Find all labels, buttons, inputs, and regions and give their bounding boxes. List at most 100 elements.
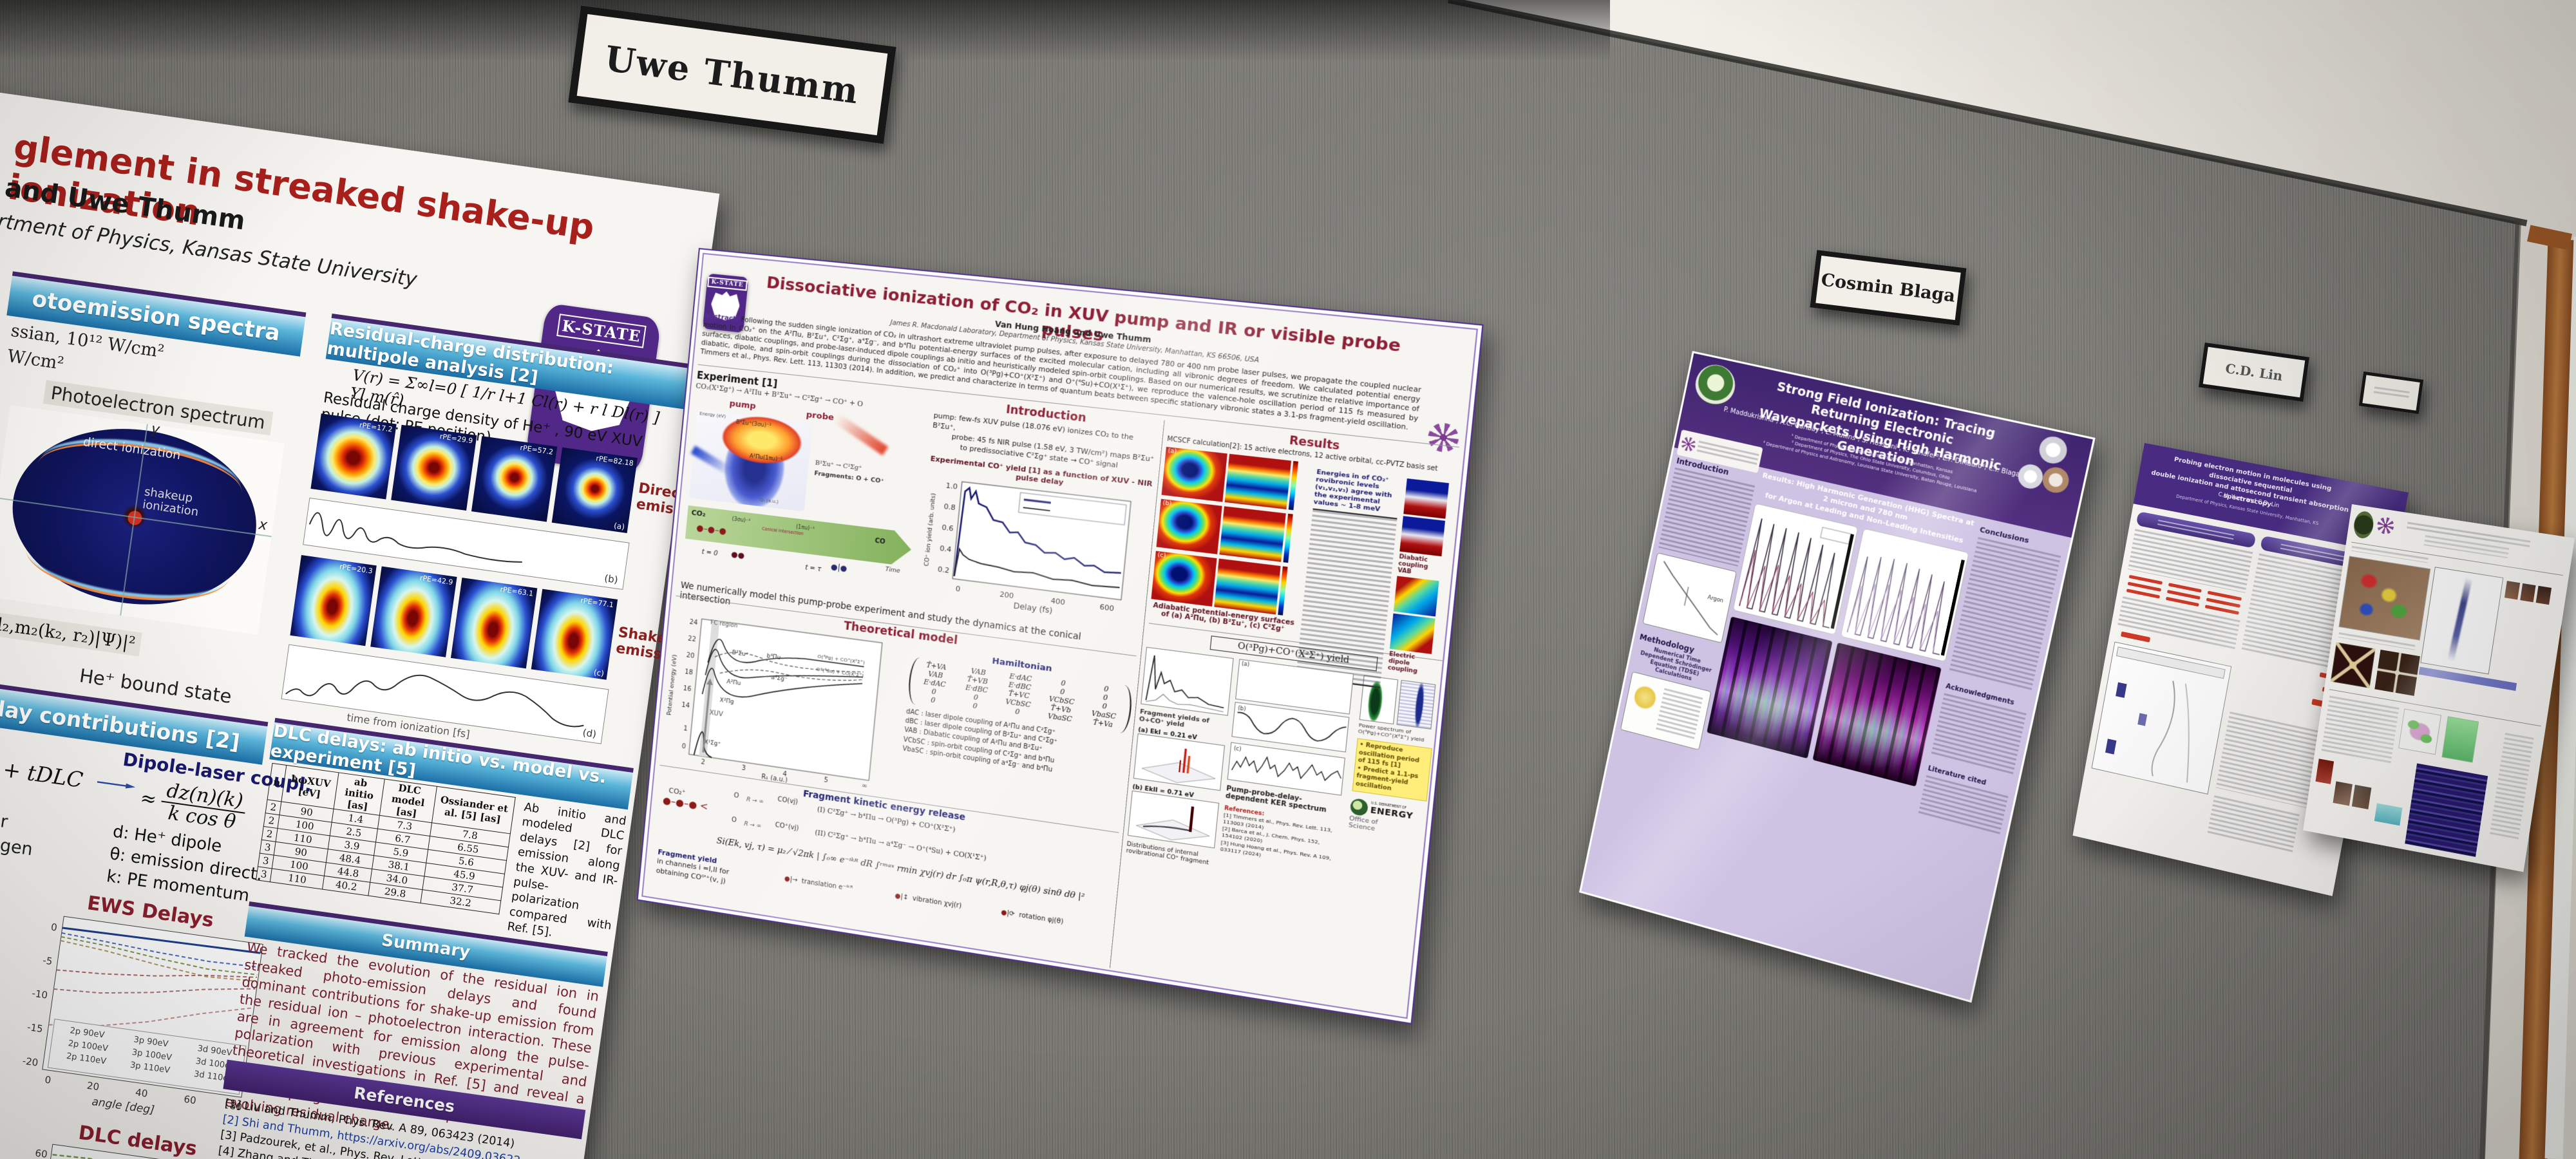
molecule-glyph: ●–●–● < bbox=[662, 794, 709, 813]
svg-text:16: 16 bbox=[683, 685, 692, 693]
mini-tiles bbox=[2333, 781, 2372, 809]
svg-text:400: 400 bbox=[1050, 596, 1065, 607]
theoretical-model-section: Theoretical model 24 22 20 18 16 14 1 0 … bbox=[659, 595, 1137, 833]
svg-text:a⁴Σg⁻: a⁴Σg⁻ bbox=[771, 674, 788, 683]
potential-surface-figure: Energy (eV) B²Σu⁺(3σu)⁻¹ A²Πu(1πu)⁻¹ Q₁ … bbox=[688, 409, 813, 512]
dlc-fraction: ≈ dz(n)(k) k cos θ bbox=[137, 777, 249, 833]
rovibronic-table-blurred bbox=[1296, 508, 1397, 688]
svg-text:∞: ∞ bbox=[862, 782, 868, 790]
potential-curves-plot: 24 22 20 18 16 14 1 0 FC region X¹Σg⁺ X²… bbox=[667, 613, 887, 790]
charge-density-tile: rPE=82.18 (a) bbox=[551, 447, 638, 534]
symbol-defs: d: He⁺ dipole θ: emission direct. k: PE … bbox=[105, 821, 267, 910]
blurred-text-lines bbox=[1658, 467, 1756, 567]
charge-density-tile: rPE=63.1 bbox=[450, 578, 538, 669]
svg-text:A²Πu: A²Πu bbox=[726, 679, 741, 687]
charge-density-tile: rPE=57.2 bbox=[471, 436, 558, 522]
flower-icon bbox=[2376, 516, 2396, 536]
cyan-tile bbox=[2374, 803, 2403, 826]
svg-text:2p 90eV: 2p 90eV bbox=[70, 1026, 106, 1040]
multicolor-heatmap bbox=[2338, 556, 2431, 641]
poster-co2-dissociative-ionization: K-STATE Dissociative ionization of CO₂ i… bbox=[636, 248, 1484, 1025]
mode-rotation: ●|⟳ rotation φj(θ) bbox=[1000, 909, 1064, 926]
lin-col1 bbox=[2091, 511, 2257, 795]
red-tile bbox=[2315, 759, 2334, 784]
fragment-yields-block: Fragment yields of O+CO⁺ yield (a) EkI =… bbox=[1126, 646, 1234, 867]
svg-text:CO⁺ ion yield (arb. units): CO⁺ ion yield (arb. units) bbox=[923, 493, 937, 567]
star-tile bbox=[2374, 649, 2420, 696]
mini-tile bbox=[2504, 581, 2521, 600]
coupling-map-tile bbox=[1393, 576, 1439, 617]
probe-label: probe bbox=[806, 410, 835, 423]
pump-beam bbox=[690, 446, 734, 476]
red-highlight bbox=[2121, 631, 2151, 643]
svg-text:3: 3 bbox=[741, 764, 746, 772]
nameplate-label: Uwe Thumm bbox=[602, 37, 862, 112]
molecule-dots: ●–●–● bbox=[696, 523, 727, 537]
jrml-text-blurred bbox=[1696, 440, 1759, 466]
oval-logo-icon bbox=[2352, 510, 2376, 540]
results-section: Results MCSCF calculation[2]: 15 active … bbox=[1109, 420, 1466, 1016]
energy-map-tile bbox=[1399, 516, 1446, 557]
flower-icon bbox=[1680, 435, 1697, 453]
dlc-plot: 60 0 -50 -100 n=2 90 eV n=2 100 eV n=2 1… bbox=[34, 1144, 245, 1159]
poster-strong-field-ionization: Strong Field Ionization: Tracing Returni… bbox=[1578, 351, 2096, 1003]
svg-text:(b): (b) bbox=[603, 572, 619, 586]
svg-text:X¹Σg⁺: X¹Σg⁺ bbox=[704, 739, 721, 748]
contrast-plot: (c) bbox=[1227, 742, 1345, 796]
svg-text:200: 200 bbox=[999, 590, 1014, 600]
svg-text:(c): (c) bbox=[1234, 745, 1242, 752]
svg-text:0: 0 bbox=[50, 921, 58, 934]
highlights-box: • Reproduce oscillation period of 115 fs… bbox=[1352, 738, 1432, 802]
photoelectron-spectrum-figure: direct ionization shakeup ionization x y bbox=[0, 404, 285, 635]
molecule-glyph: ●|● bbox=[830, 561, 848, 574]
svg-text:18: 18 bbox=[685, 668, 694, 677]
mini-tiles bbox=[2504, 581, 2552, 605]
c10-oscillation-panel: (b) bbox=[303, 497, 630, 590]
yield-section: O(³Pg)+CO⁺(X²Σ⁺) yield Fragment yields o… bbox=[1126, 623, 1444, 898]
intensity-line: W/cm² bbox=[6, 346, 66, 374]
poster-probing-electron-motion: Probing electron motion in molecules usi… bbox=[2072, 443, 2409, 896]
svg-text:b⁴Πu: b⁴Πu bbox=[766, 653, 781, 661]
university-seal-icon bbox=[2036, 434, 2070, 466]
c10-shakeup-panel: (d) bbox=[281, 644, 609, 744]
hhg-spectrum-780nm bbox=[1840, 528, 1969, 663]
power-fig-right bbox=[1396, 679, 1436, 730]
svg-text:40: 40 bbox=[135, 1086, 148, 1099]
approx-sign: ≈ bbox=[138, 787, 158, 812]
flower-icon bbox=[1426, 421, 1461, 454]
svg-text:0: 0 bbox=[681, 743, 686, 751]
x-label: x bbox=[258, 516, 269, 534]
mini-tile bbox=[2520, 583, 2536, 603]
hamiltonian-block: Hamiltonian T̂+VA VAB E·dAC 0 0 VAB T̂+VB E·dB… bbox=[902, 646, 1135, 786]
references-block: References: [1] Timmers et al., Phys. Re… bbox=[1220, 805, 1343, 870]
hhg-spectrum-2um bbox=[1732, 503, 1859, 636]
energy-map-tile bbox=[1403, 478, 1450, 519]
svg-text:-20: -20 bbox=[22, 1055, 39, 1068]
svg-text:XUV: XUV bbox=[709, 710, 723, 719]
fragment-yields-plot bbox=[1141, 646, 1234, 716]
nameplate-label: Cosmin Blaga bbox=[1820, 269, 1956, 306]
charge-density-tile: rPE=20.3 bbox=[290, 555, 377, 646]
svg-text:22: 22 bbox=[688, 636, 697, 644]
svg-text:3d 90eV: 3d 90eV bbox=[197, 1044, 233, 1058]
svg-text:0.6: 0.6 bbox=[942, 523, 954, 533]
charge-density-tile: rPE=42.9 bbox=[370, 566, 457, 657]
diabatic-caption: Diabatic coupling VAB bbox=[1397, 553, 1428, 576]
svg-text:-10: -10 bbox=[31, 988, 48, 1001]
svg-text:24: 24 bbox=[689, 619, 698, 627]
doe-seal-icon bbox=[1692, 361, 1739, 409]
blurred-text-lines bbox=[2489, 733, 2534, 842]
svg-text:3p 90eV: 3p 90eV bbox=[133, 1035, 169, 1049]
molecule-glyph: ●● bbox=[730, 549, 745, 561]
svg-text:80: 80 bbox=[229, 1100, 243, 1113]
ews-plot: 0 -5 -10 -15 -20 2p 90eV 2p 100eV 2p 110… bbox=[22, 916, 263, 1117]
blurred-text-lines bbox=[2321, 695, 2400, 766]
time-frequency-map-1 bbox=[1707, 616, 1833, 759]
svg-text:20: 20 bbox=[686, 652, 695, 660]
lsu-seal-icon bbox=[2040, 464, 2072, 496]
svg-text:0.8: 0.8 bbox=[943, 502, 956, 512]
kstate-wordmark: K-STATE bbox=[706, 276, 748, 291]
poster-shakeup-ionization: glement in streaked shake-up ionization … bbox=[0, 77, 720, 1159]
svg-text:600: 600 bbox=[1099, 603, 1115, 613]
